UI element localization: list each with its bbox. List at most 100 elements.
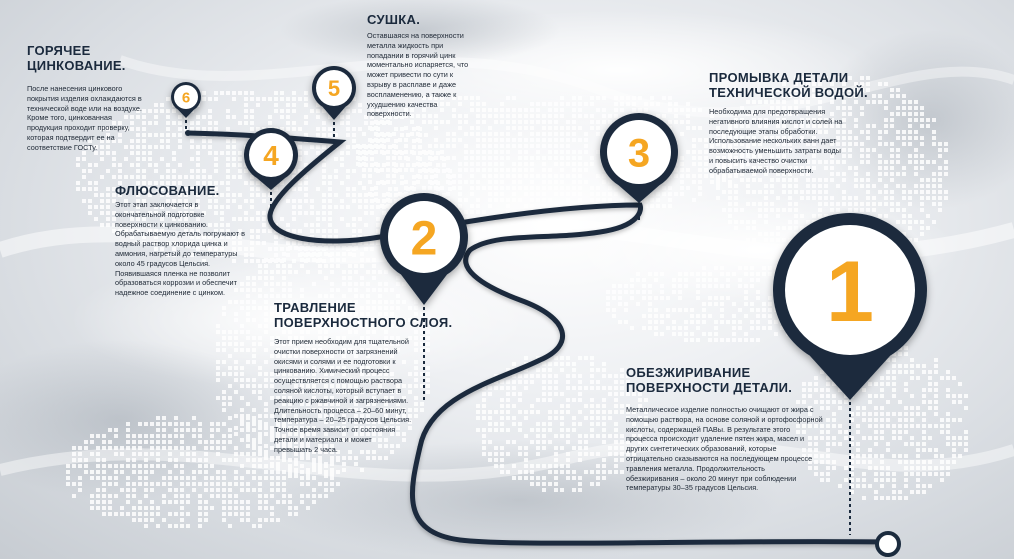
map-dot <box>160 193 164 197</box>
map-dot <box>184 193 188 197</box>
map-dot <box>644 410 648 414</box>
map-dot <box>396 306 400 310</box>
map-dot <box>898 424 902 428</box>
map-dot <box>258 494 262 498</box>
map-dot <box>366 456 370 460</box>
map-dot <box>536 482 540 486</box>
map-dot <box>414 408 418 412</box>
map-dot <box>220 253 224 257</box>
map-dot <box>358 199 362 203</box>
map-dot <box>554 386 558 390</box>
map-dot <box>826 388 830 392</box>
map-dot <box>500 102 504 106</box>
map-dot <box>156 452 160 456</box>
map-dot <box>764 100 768 104</box>
map-dot <box>214 229 218 233</box>
map-dot <box>240 378 244 382</box>
map-dot <box>132 512 136 516</box>
map-dot <box>818 130 822 134</box>
map-dot <box>130 115 134 119</box>
map-dot <box>160 181 164 185</box>
map-dot <box>494 422 498 426</box>
map-dot <box>324 324 328 328</box>
map-dot <box>422 108 426 112</box>
map-dot <box>156 464 160 468</box>
map-dot <box>458 120 462 124</box>
map-dot <box>494 464 498 468</box>
map-dot <box>354 270 358 274</box>
map-dot <box>768 302 772 306</box>
map-dot <box>612 296 616 300</box>
map-dot <box>408 426 412 430</box>
map-dot <box>232 235 236 239</box>
map-dot <box>744 284 748 288</box>
map-dot <box>394 187 398 191</box>
map-dot <box>222 470 226 474</box>
map-dot <box>632 392 636 396</box>
map-dot <box>292 259 296 263</box>
map-dot <box>554 464 558 468</box>
map-dot <box>386 120 390 124</box>
map-dot <box>446 198 450 202</box>
map-dot <box>294 474 298 478</box>
map-dot <box>66 476 70 480</box>
map-dot <box>216 482 220 486</box>
map-dot <box>626 96 630 100</box>
map-dot <box>398 150 402 154</box>
map-dot <box>318 264 322 268</box>
map-dot <box>400 163 404 167</box>
map-dot <box>560 126 564 130</box>
map-dot <box>740 160 744 164</box>
map-dot <box>512 180 516 184</box>
map-dot <box>710 138 714 142</box>
map-dot <box>740 142 744 146</box>
map-dot <box>680 180 684 184</box>
map-dot <box>196 157 200 161</box>
map-dot <box>842 100 846 104</box>
map-dot <box>896 94 900 98</box>
map-dot <box>184 217 188 221</box>
map-dot <box>196 145 200 149</box>
map-dot <box>868 454 872 458</box>
map-dot <box>662 186 666 190</box>
map-dot <box>204 506 208 510</box>
map-dot <box>874 442 878 446</box>
map-dot <box>252 318 256 322</box>
map-dot <box>782 190 786 194</box>
map-dot <box>270 294 274 298</box>
map-dot <box>836 76 840 80</box>
map-dot <box>656 114 660 118</box>
map-dot <box>136 157 140 161</box>
map-dot <box>638 416 642 420</box>
map-dot <box>306 420 310 424</box>
map-dot <box>132 488 136 492</box>
map-dot <box>806 130 810 134</box>
map-dot <box>584 416 588 420</box>
map-dot <box>512 120 516 124</box>
map-dot <box>692 150 696 154</box>
map-dot <box>902 166 906 170</box>
map-dot <box>672 284 676 288</box>
map-dot <box>636 278 640 282</box>
map-dot <box>770 184 774 188</box>
map-dot <box>390 312 394 316</box>
map-dot <box>770 130 774 134</box>
map-dot <box>216 378 220 382</box>
map-dot <box>756 326 760 330</box>
map-dot <box>768 272 772 276</box>
map-dot <box>820 388 824 392</box>
map-dot <box>794 76 798 80</box>
map-dot <box>548 108 552 112</box>
map-dot <box>306 342 310 346</box>
map-dot <box>292 103 296 107</box>
map-dot <box>310 235 314 239</box>
map-dot <box>336 312 340 316</box>
map-dot <box>866 88 870 92</box>
map-dot <box>324 464 328 468</box>
map-dot <box>788 136 792 140</box>
map-dot <box>702 266 706 270</box>
map-dot <box>892 352 896 356</box>
map-dot <box>824 178 828 182</box>
map-dot <box>578 476 582 480</box>
map-dot <box>426 372 430 376</box>
